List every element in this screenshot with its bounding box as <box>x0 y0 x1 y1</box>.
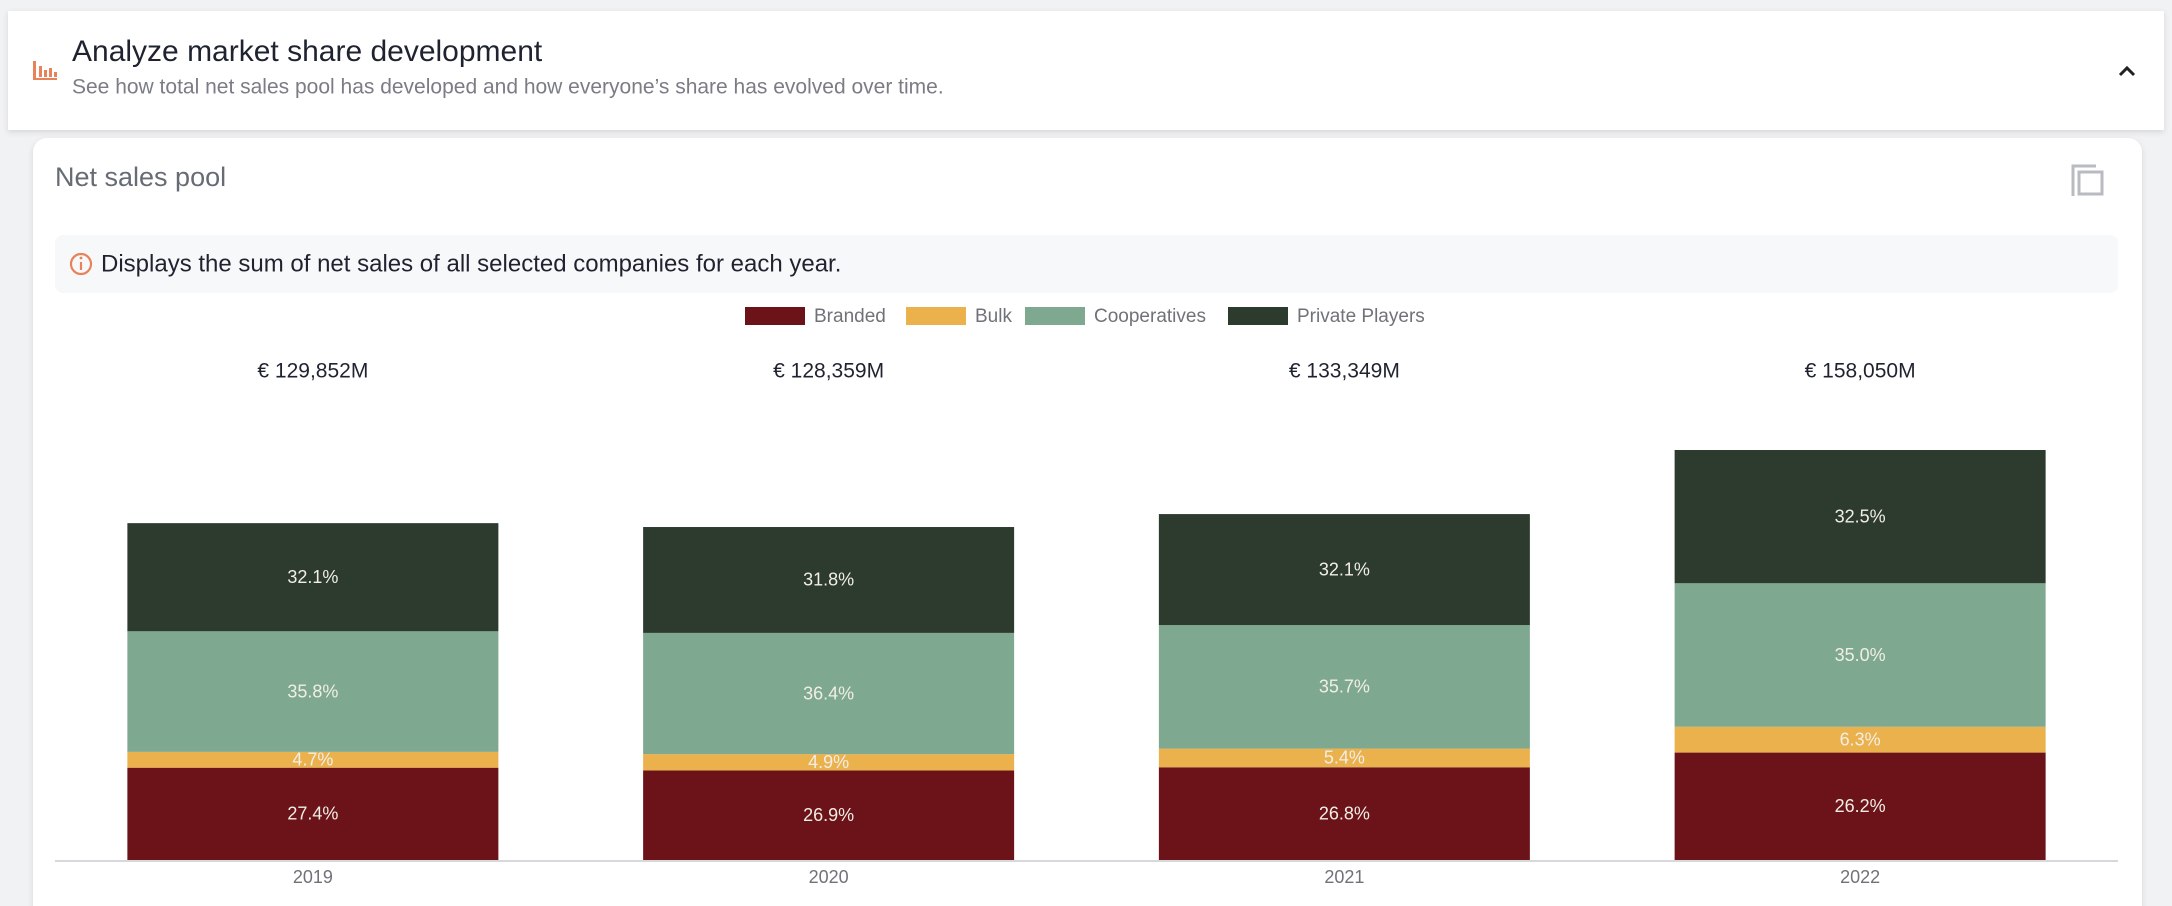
segment-label: 4.7% <box>292 750 333 770</box>
segment-label: 26.8% <box>1319 803 1370 823</box>
bar-segment <box>1158 767 1530 860</box>
legend-label: Branded <box>814 306 886 327</box>
legend-label: Cooperatives <box>1094 306 1206 327</box>
legend-label: Private Players <box>1297 306 1425 327</box>
copy-button[interactable] <box>2071 164 2104 196</box>
legend-label: Bulk <box>975 306 1012 327</box>
x-tick-label: 2022 <box>1840 867 1880 887</box>
x-tick-label: 2019 <box>293 867 333 887</box>
card <box>33 138 2142 906</box>
segment-label: 6.3% <box>1840 729 1881 749</box>
segment-label: 35.8% <box>287 681 338 701</box>
total-label: € 133,349M <box>1289 360 1400 383</box>
info-icon <box>69 252 93 276</box>
segment-label: 35.0% <box>1835 645 1886 665</box>
segment-label: 31.8% <box>803 570 854 590</box>
segment-label: 35.7% <box>1319 677 1370 697</box>
bar-segment <box>1674 752 2046 860</box>
segment-label: 32.5% <box>1835 506 1886 526</box>
bar-segment <box>1674 583 2046 727</box>
x-tick-label: 2021 <box>1324 867 1364 887</box>
x-tick-label: 2020 <box>809 867 849 887</box>
bar-segment <box>127 767 499 860</box>
segment-label: 32.1% <box>1319 559 1370 579</box>
bar-segment <box>643 754 1015 771</box>
legend-swatch <box>1025 307 1085 325</box>
bar-segment <box>1158 625 1530 749</box>
bar-segment <box>1674 726 2046 753</box>
bar-segment <box>127 631 499 752</box>
segment-label: 36.4% <box>803 683 854 703</box>
info-text: Displays the sum of net sales of all sel… <box>101 250 841 277</box>
info-box <box>55 235 2118 293</box>
bar-segment <box>643 632 1015 755</box>
bar-segment <box>127 751 499 768</box>
bar-segment <box>127 523 499 632</box>
total-label: € 128,359M <box>773 360 884 383</box>
segment-label: 5.4% <box>1324 748 1365 768</box>
collapse-chevron[interactable] <box>2118 65 2136 77</box>
segment-label: 26.2% <box>1835 796 1886 816</box>
total-label: € 158,050M <box>1805 360 1916 383</box>
bar-segment <box>1158 748 1530 768</box>
legend-swatch <box>1228 307 1288 325</box>
total-label: € 129,852M <box>257 360 368 383</box>
header-title: Analyze market share development <box>72 35 543 68</box>
card-title: Net sales pool <box>55 162 226 192</box>
header-subtitle: See how total net sales pool has develop… <box>72 76 944 99</box>
chart-icon <box>33 61 57 80</box>
bar-segment <box>643 527 1015 633</box>
legend-swatch <box>745 307 805 325</box>
segment-label: 4.9% <box>808 752 849 772</box>
bar-segment <box>1158 514 1530 626</box>
header[interactable] <box>8 11 2164 130</box>
segment-label: 32.1% <box>287 567 338 587</box>
bar-segment <box>1674 450 2046 584</box>
bar-segment <box>643 770 1015 860</box>
segment-label: 26.9% <box>803 805 854 825</box>
legend-swatch <box>906 307 966 325</box>
segment-label: 27.4% <box>287 804 338 824</box>
